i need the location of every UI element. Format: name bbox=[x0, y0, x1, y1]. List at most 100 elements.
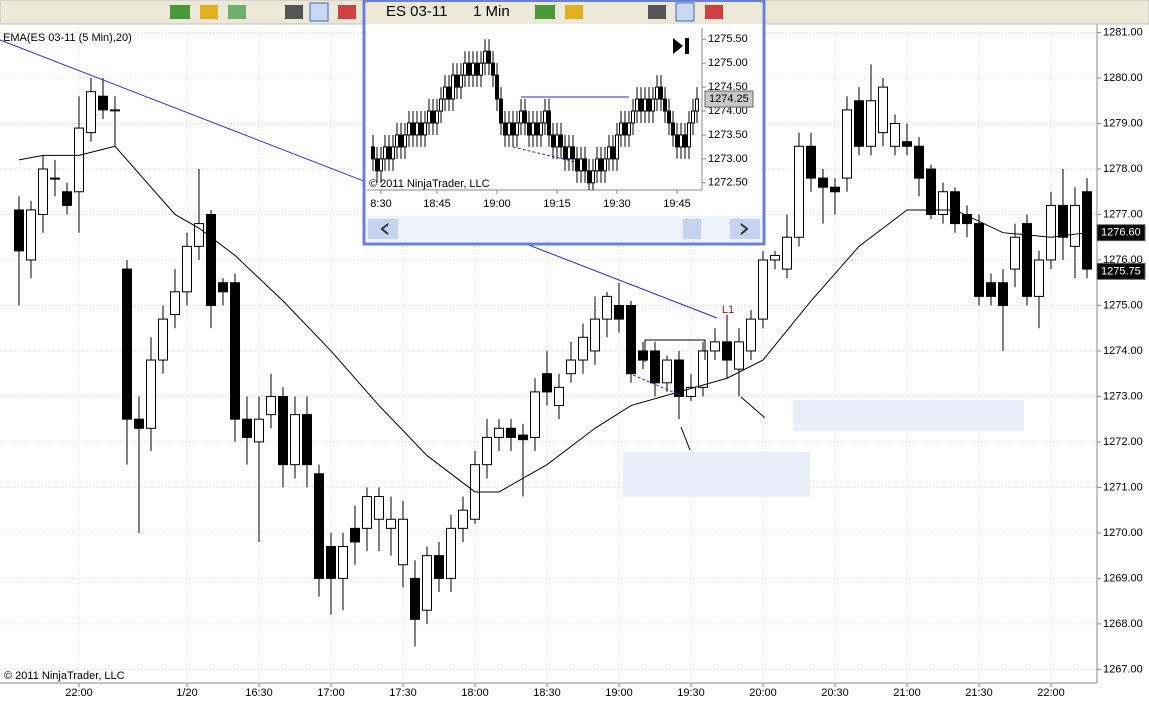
candle-body bbox=[1058, 204, 1068, 238]
x-tick-label: 19:30 bbox=[677, 687, 705, 699]
note-connector bbox=[680, 426, 691, 451]
candle-body bbox=[458, 509, 468, 529]
pointer-icon[interactable] bbox=[228, 5, 246, 19]
candle-body bbox=[374, 496, 384, 520]
candle-body bbox=[471, 62, 475, 76]
candle-body bbox=[539, 122, 543, 136]
candle-body bbox=[507, 122, 511, 136]
candle-body bbox=[314, 473, 324, 579]
x-tick-label: 1/20 bbox=[176, 687, 197, 699]
candle-body bbox=[278, 395, 288, 466]
candle-body bbox=[146, 359, 156, 429]
candle-body bbox=[638, 350, 648, 361]
y-tick-label: 1273.00 bbox=[708, 153, 748, 165]
y-tick-label: 1271.00 bbox=[1103, 481, 1143, 493]
y-tick-label: 1275.50 bbox=[708, 33, 748, 45]
bars-icon[interactable] bbox=[535, 5, 555, 19]
candle-body bbox=[614, 304, 624, 320]
crosshair-icon[interactable] bbox=[648, 5, 666, 19]
draw-icon[interactable] bbox=[565, 5, 583, 19]
candle-body bbox=[567, 146, 571, 160]
drawings bbox=[0, 39, 1024, 497]
toolbar-interval[interactable]: 1 Min bbox=[473, 3, 510, 20]
y-tick-label: 1279.00 bbox=[1103, 117, 1143, 129]
candle-body bbox=[170, 291, 180, 316]
x-tick-label: 21:00 bbox=[893, 687, 921, 699]
candle-body bbox=[575, 158, 579, 172]
y-tick-label: 1278.00 bbox=[1103, 163, 1143, 175]
candle-body bbox=[415, 122, 419, 136]
candle-body bbox=[518, 434, 528, 441]
candle-body bbox=[794, 145, 804, 238]
candle-body bbox=[1070, 204, 1080, 247]
candle-body bbox=[254, 418, 264, 443]
candle-body bbox=[266, 395, 276, 416]
candle-body bbox=[431, 110, 435, 124]
candle-body bbox=[531, 122, 535, 136]
candle-body bbox=[590, 318, 600, 352]
candle-body bbox=[962, 213, 972, 225]
candle-body bbox=[326, 546, 336, 579]
candle-body bbox=[675, 134, 679, 148]
price-marker-label: 1274.25 bbox=[709, 93, 749, 105]
candle-body bbox=[435, 110, 439, 124]
inset-chart: ES 03-11 1 Min 1272.50 1273.00 1273.50 1274.0… bbox=[367, 3, 754, 210]
properties-icon[interactable] bbox=[338, 5, 356, 19]
candle-body bbox=[74, 127, 84, 193]
candle-body bbox=[403, 134, 407, 148]
candle-body bbox=[483, 50, 487, 64]
y-tick-label: 1273.50 bbox=[708, 129, 748, 141]
candle-body bbox=[410, 577, 420, 620]
candle-body bbox=[467, 62, 471, 76]
candle-body bbox=[651, 98, 655, 112]
candle-body bbox=[551, 134, 555, 148]
candle-body bbox=[578, 336, 588, 361]
x-tick-label: 19:45 bbox=[663, 198, 691, 210]
candle-body bbox=[782, 236, 792, 270]
y-tick-label: 1268.00 bbox=[1103, 618, 1143, 630]
candle-body bbox=[902, 141, 912, 147]
candle-body bbox=[535, 122, 539, 136]
play-icon[interactable] bbox=[673, 38, 689, 54]
zoom-icon[interactable] bbox=[309, 2, 329, 22]
price-marker bbox=[1096, 262, 1146, 280]
scroll-right[interactable] bbox=[730, 219, 760, 239]
candle-body bbox=[350, 527, 360, 543]
candle-body bbox=[491, 62, 495, 76]
toolbar-instrument[interactable]: ES 03-11 bbox=[386, 3, 447, 20]
candle-body bbox=[611, 146, 615, 160]
candle-body bbox=[602, 295, 612, 320]
candle-body bbox=[62, 191, 72, 206]
candle-body bbox=[926, 168, 936, 215]
candle-body bbox=[683, 134, 687, 148]
candle-body bbox=[543, 110, 547, 124]
candle-body bbox=[362, 496, 372, 529]
candle-body bbox=[122, 268, 132, 420]
candle-body bbox=[595, 158, 599, 172]
candle-body bbox=[691, 110, 695, 124]
candle-body bbox=[411, 122, 415, 136]
candle-body bbox=[1046, 204, 1056, 261]
candle-body bbox=[583, 158, 587, 172]
properties-icon[interactable] bbox=[705, 5, 723, 19]
y-tick-label: 1280.00 bbox=[1103, 72, 1143, 84]
bars-icon[interactable] bbox=[170, 5, 190, 19]
zoom-icon[interactable] bbox=[675, 2, 695, 22]
candle-body bbox=[878, 86, 888, 134]
price-marker bbox=[704, 90, 754, 108]
candle-body bbox=[559, 134, 563, 148]
x-tick-label: 21:30 bbox=[965, 687, 993, 699]
scroll-thumb[interactable] bbox=[683, 219, 701, 239]
crosshair-icon[interactable] bbox=[285, 5, 303, 19]
candle-body bbox=[399, 134, 403, 148]
y-tick-label: 1267.00 bbox=[1103, 663, 1143, 675]
candle-body bbox=[734, 341, 744, 370]
draw-icon[interactable] bbox=[200, 5, 218, 19]
candle-body bbox=[662, 359, 672, 384]
candle-body bbox=[607, 146, 611, 160]
candle-body bbox=[806, 145, 816, 179]
candle-body bbox=[419, 122, 423, 136]
note-box bbox=[623, 452, 810, 497]
scrollbar[interactable] bbox=[366, 216, 762, 242]
candle-body bbox=[446, 527, 456, 579]
